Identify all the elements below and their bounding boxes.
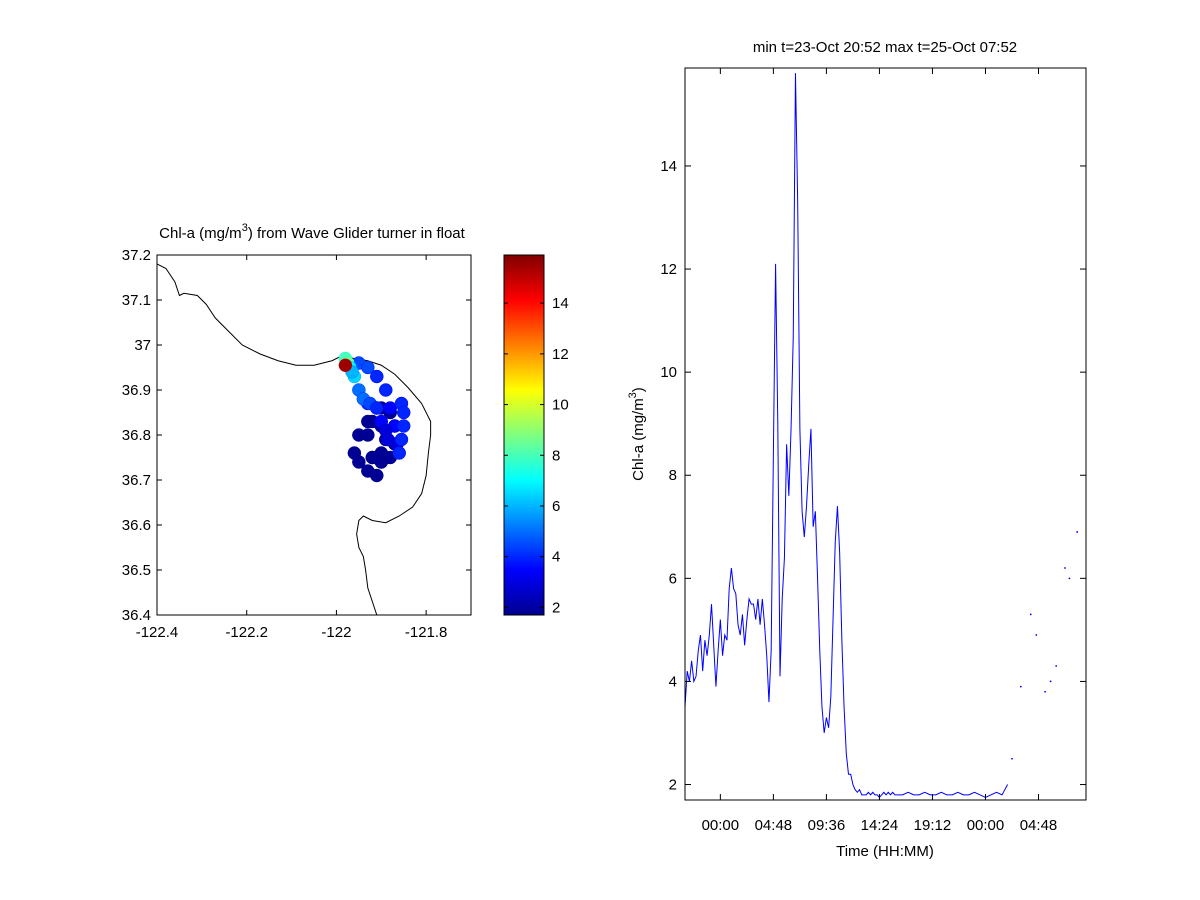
map-ytick-label: 36.9 [122, 382, 151, 399]
colorbar-tick-label: 14 [552, 295, 569, 312]
ts-xtick-label: 09:36 [808, 817, 846, 834]
colorbar: 2 4 6 8 10 12 14 [503, 254, 569, 616]
ts-ytick-label: 6 [669, 570, 677, 587]
ts-ytick-label: 2 [669, 777, 677, 794]
map-ytick-label: 36.6 [122, 517, 151, 534]
map-ticks: -122.4 -122.2 -122 -121.8 36.4 36.5 36.6 36.7 36… [122, 247, 471, 641]
ts-ytick-label: 12 [660, 261, 677, 278]
map-axes-box [156, 254, 472, 616]
ts-ytick-label: 4 [669, 673, 677, 690]
map-ytick-label: 37.1 [122, 292, 151, 309]
colorbar-tick-label: 12 [552, 346, 569, 363]
timeseries-ylabel: Chl-a (mg/m3) [627, 387, 647, 481]
map-xtick-label: -122 [321, 624, 351, 641]
track-point [361, 428, 375, 442]
series-dot [1055, 665, 1058, 667]
map-xtick-label: -122.4 [136, 624, 179, 641]
map-ytick-label: 37.2 [122, 247, 151, 264]
colorbar-tick-label: 4 [552, 549, 560, 566]
colorbar-tick-label: 8 [552, 447, 560, 464]
track-point [381, 432, 395, 447]
timeseries-xlabel: Time (HH:MM) [836, 843, 934, 860]
map-panel: Chl-a (mg/m3) from Wave Glider turner in… [122, 222, 472, 641]
colorbar-tick-label: 6 [552, 498, 560, 515]
colorbar-gradient [503, 254, 545, 616]
track-point [365, 450, 380, 465]
series-dot [1076, 531, 1079, 533]
colorbar-tick-label: 2 [552, 599, 560, 616]
map-ytick-label: 36.7 [122, 472, 151, 489]
ts-xtick-label: 04:48 [755, 817, 793, 834]
series-dot [1064, 567, 1066, 569]
coastline [157, 263, 432, 615]
series-dot [1019, 685, 1022, 688]
ts-ytick-label: 14 [660, 158, 677, 175]
map-xtick-label: -122.2 [225, 624, 268, 641]
map-title: Chl-a (mg/m3) from Wave Glider turner in… [159, 222, 465, 242]
track-point [396, 405, 411, 420]
ts-xtick-label: 19:12 [914, 817, 952, 834]
series-dot [1044, 690, 1047, 693]
series-line [685, 73, 1009, 799]
map-ytick-label: 36.4 [122, 607, 151, 624]
map-xtick-label: -121.8 [405, 624, 448, 641]
track-point [392, 446, 406, 460]
timeseries-axes-box [684, 67, 1087, 801]
track-point [370, 468, 384, 483]
ts-ytick-label: 10 [660, 364, 677, 381]
track-point [379, 383, 393, 397]
track-point [370, 369, 384, 384]
ts-xtick-label: 00:00 [702, 817, 740, 834]
colorbar-tick-label: 10 [552, 397, 569, 414]
series-dot [1049, 680, 1052, 683]
ts-xtick-label: 00:00 [967, 817, 1005, 834]
track-point [352, 455, 366, 469]
timeseries-ticks: 00:00 04:48 09:36 14:24 19:12 00:00 04:48 2 4 6 8 1… [660, 68, 1086, 834]
track-point [370, 401, 384, 415]
timeseries-title: min t=23-Oct 20:52 max t=25-Oct 07:52 [753, 39, 1017, 56]
colorbar-ticks: 2 4 6 8 10 12 14 [504, 295, 569, 616]
map-ytick-label: 36.8 [122, 427, 151, 444]
track-point [338, 358, 353, 372]
ts-ytick-label: 8 [669, 467, 677, 484]
track-point [396, 419, 411, 433]
timeseries-data-layer [685, 73, 1079, 799]
series-dot [1035, 634, 1038, 636]
map-data-layer [157, 263, 432, 615]
map-ytick-label: 37 [134, 337, 151, 354]
series-dot [1029, 613, 1032, 616]
series-dot [1011, 757, 1013, 760]
ts-xtick-label: 14:24 [861, 817, 899, 834]
series-dot [1068, 577, 1071, 580]
map-ytick-label: 36.5 [122, 562, 151, 579]
timeseries-panel: min t=23-Oct 20:52 max t=25-Oct 07:52 00… [627, 39, 1087, 860]
track-point [361, 360, 375, 375]
ts-xtick-label: 04:48 [1020, 817, 1058, 834]
track-point [394, 432, 409, 447]
